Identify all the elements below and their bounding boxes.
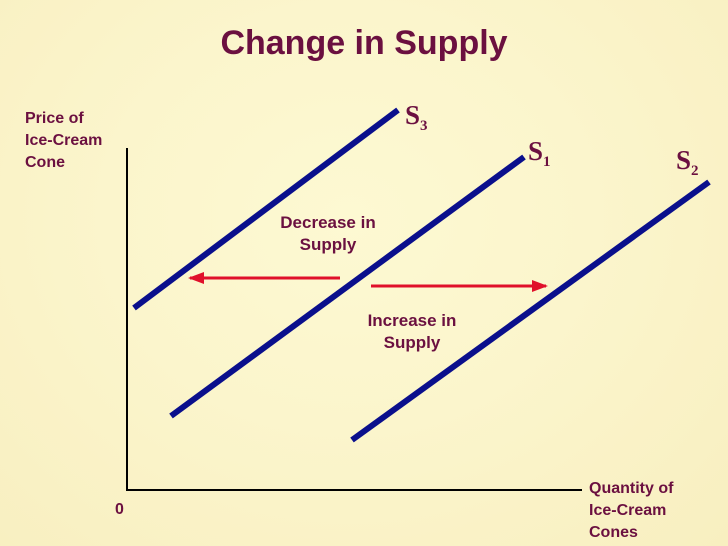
x-axis-label-line: Cones [589, 524, 638, 541]
curve-letter: S [405, 100, 421, 130]
supply-curve-s1 [169, 154, 526, 419]
annotation-line: Decrease in [280, 213, 376, 232]
decrease-annotation: Decrease in Supply [262, 212, 394, 256]
annotation-line: Supply [383, 333, 441, 352]
x-axis-label: Quantity of Ice-Cream Cones [589, 478, 673, 544]
curve-letter: S [528, 136, 544, 166]
curve-label-s1: S1 [528, 136, 551, 171]
curve-subscript: 1 [543, 154, 551, 170]
annotation-line: Increase in [367, 311, 457, 330]
y-axis-label-line: Cone [25, 154, 65, 171]
y-axis-label-line: Ice-Cream [25, 132, 103, 149]
curve-label-s2: S2 [676, 145, 699, 180]
page-title: Change in Supply [220, 24, 508, 62]
supply-curve-s3 [132, 107, 400, 311]
y-axis-label-line: Price of [25, 110, 84, 127]
curve-subscript: 3 [420, 118, 428, 134]
curve-subscript: 2 [691, 163, 699, 179]
curve-letter: S [676, 145, 692, 175]
annotation-line: Supply [299, 235, 357, 254]
curve-label-s3: S3 [405, 100, 428, 135]
increase-annotation: Increase in Supply [346, 310, 478, 354]
supply-curve-s2 [350, 179, 711, 443]
x-axis-label-line: Ice-Cream [589, 502, 667, 519]
origin-label: 0 [115, 501, 124, 518]
x-axis-label-line: Quantity of [589, 480, 674, 497]
y-axis-label: Price of Ice-Cream Cone [25, 108, 102, 174]
